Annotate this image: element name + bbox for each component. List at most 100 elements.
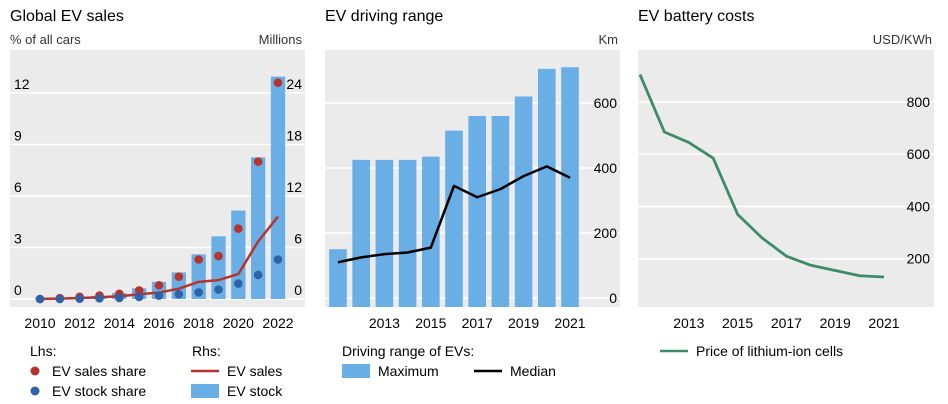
ev-stock-share-dot — [75, 294, 84, 303]
legend-ev-sales-share-marker — [30, 366, 40, 376]
median-range-line — [337, 165, 571, 264]
panel1-share-dots — [35, 78, 283, 304]
panel2-legend: Driving range of EVs: Maximum Median — [342, 343, 556, 379]
ev-stock-share-dot — [95, 294, 104, 303]
panel2-x-tick: 2021 — [554, 315, 585, 331]
legend-maximum-label: Maximum — [378, 363, 439, 379]
ev-sales-share-dot — [234, 224, 243, 233]
maximum-range-bar — [491, 116, 510, 307]
panel1-lhs-tick: 9 — [14, 127, 22, 143]
panel1-rhs-tick: 0 — [294, 282, 302, 298]
panel1-lhs-tick: 6 — [14, 179, 22, 195]
ev-sales-share-dot — [134, 286, 144, 295]
panel-global-ev-sales: Global EV sales % of all cars Millions 0… — [10, 8, 305, 331]
panel2-x-tick: 2019 — [508, 315, 539, 331]
panel3-x-tick: 2019 — [820, 315, 851, 331]
panel2-title: EV driving range — [325, 8, 443, 25]
panel1-lhs-tick: 0 — [14, 282, 22, 298]
panel3-x-tick: 2015 — [722, 315, 753, 331]
panel2-x-tick: 2017 — [462, 315, 493, 331]
panel1-rhs-tick: 12 — [286, 179, 302, 195]
legend-lhs-title: Lhs: — [30, 343, 56, 359]
ev-stock-bar — [251, 157, 266, 299]
ev-stock-share-dot — [154, 291, 164, 300]
panel2-x-tick: 2013 — [369, 315, 400, 331]
panel3-price-line — [638, 73, 885, 279]
ev-sales-share-dot — [253, 157, 263, 166]
legend-maximum-swatch — [342, 364, 370, 378]
maximum-range-bar — [445, 130, 463, 307]
legend-ev-stock-share-marker — [30, 386, 40, 396]
legend-driving-range-title: Driving range of EVs: — [342, 343, 474, 359]
ev-stock-bar — [211, 236, 226, 299]
panel3-y-tick: 800 — [907, 94, 931, 110]
panel1-rhs-tick: 6 — [294, 230, 302, 246]
ev-stock-bar — [231, 210, 246, 299]
maximum-range-bar — [537, 68, 556, 307]
panel3-legend: Price of lithium-ion cells — [660, 343, 843, 359]
ev-stock-share-dot — [35, 294, 45, 304]
panel1-lhs-tick: 3 — [14, 230, 22, 246]
panel1-x-tick: 2010 — [24, 315, 55, 331]
ev-stock-share-dot — [234, 279, 243, 288]
legend-ev-stock-swatch — [191, 384, 219, 398]
panel1-x-tick: 2012 — [64, 315, 95, 331]
maximum-range-bar — [421, 156, 440, 307]
panel1-tick-labels: 0 3 6 9 12 0 6 12 18 24 2010 2012 2014 2016 2018 2020 20… — [14, 76, 302, 331]
panel1-title: Global EV sales — [10, 8, 124, 25]
maximum-range-bar — [398, 159, 417, 307]
ev-stock-share-dot — [55, 294, 65, 304]
panel1-lhs-unit: % of all cars — [10, 32, 81, 47]
maximum-range-bar — [468, 116, 487, 307]
panel1-rhs-tick: 18 — [286, 127, 302, 143]
panel1-legend: Lhs: Rhs: EV sales share EV stock share … — [30, 343, 283, 399]
panel2-maximum-bars — [329, 67, 579, 307]
panel1-rhs-tick: 24 — [286, 76, 302, 92]
ev-sales-share-dot — [174, 272, 184, 281]
legend-price-label: Price of lithium-ion cells — [696, 343, 843, 359]
maximum-range-bar — [514, 96, 533, 307]
legend-ev-stock-share-label: EV stock share — [52, 383, 146, 399]
ev-stock-share-dot — [273, 255, 283, 264]
ev-stock-share-dot — [115, 293, 124, 303]
panel3-gridlines — [638, 101, 934, 260]
legend-ev-stock-label: EV stock — [227, 383, 283, 399]
ev-sales-share-dot — [214, 251, 223, 261]
maximum-range-bar — [329, 249, 347, 307]
panel2-x-tick: 2015 — [415, 315, 446, 331]
ev-stock-share-dot — [214, 285, 223, 294]
legend-ev-sales-label: EV sales — [227, 363, 282, 379]
battery-price-line — [638, 73, 885, 279]
panel3-y-tick: 200 — [907, 251, 931, 267]
panel3-tick-labels: 200 400 600 800 2013 2015 2017 2019 2021 — [673, 94, 930, 331]
panel3-x-tick: 2021 — [868, 315, 899, 331]
ev-stock-share-dot — [134, 292, 144, 302]
panel1-x-tick: 2022 — [262, 315, 293, 331]
panel-ev-battery-costs: EV battery costs USD/KWh 200 400 600 800 201… — [638, 8, 934, 331]
panel3-unit: USD/KWh — [873, 32, 932, 47]
legend-ev-sales-share-label: EV sales share — [52, 363, 146, 379]
panel2-tick-labels: 0 200 400 600 2013 2015 2017 2019 2021 — [369, 95, 617, 331]
ev-stock-bar — [270, 76, 286, 299]
panel2-median-line — [337, 165, 571, 264]
panel3-y-tick: 600 — [907, 146, 931, 162]
legend-rhs-title: Rhs: — [192, 343, 221, 359]
panel2-unit: Km — [599, 32, 619, 47]
panel1-x-tick: 2018 — [183, 315, 214, 331]
panel3-plot-bg — [638, 50, 934, 307]
ev-sales-share-dot — [273, 78, 283, 87]
panel3-title: EV battery costs — [638, 8, 755, 25]
panel3-x-tick: 2017 — [771, 315, 802, 331]
legend-median-label: Median — [510, 363, 556, 379]
panel2-y-tick: 400 — [594, 160, 618, 176]
panel3-x-tick: 2013 — [673, 315, 704, 331]
panel3-y-tick: 400 — [907, 198, 931, 214]
ev-stock-share-dot — [174, 289, 184, 299]
ev-stock-share-dot — [253, 270, 263, 280]
ev-sales-share-dot — [194, 255, 203, 264]
panel1-x-tick: 2016 — [143, 315, 174, 331]
maximum-range-bar — [352, 159, 371, 307]
panel1-x-tick: 2014 — [104, 315, 135, 331]
ev-stock-share-dot — [194, 288, 203, 297]
